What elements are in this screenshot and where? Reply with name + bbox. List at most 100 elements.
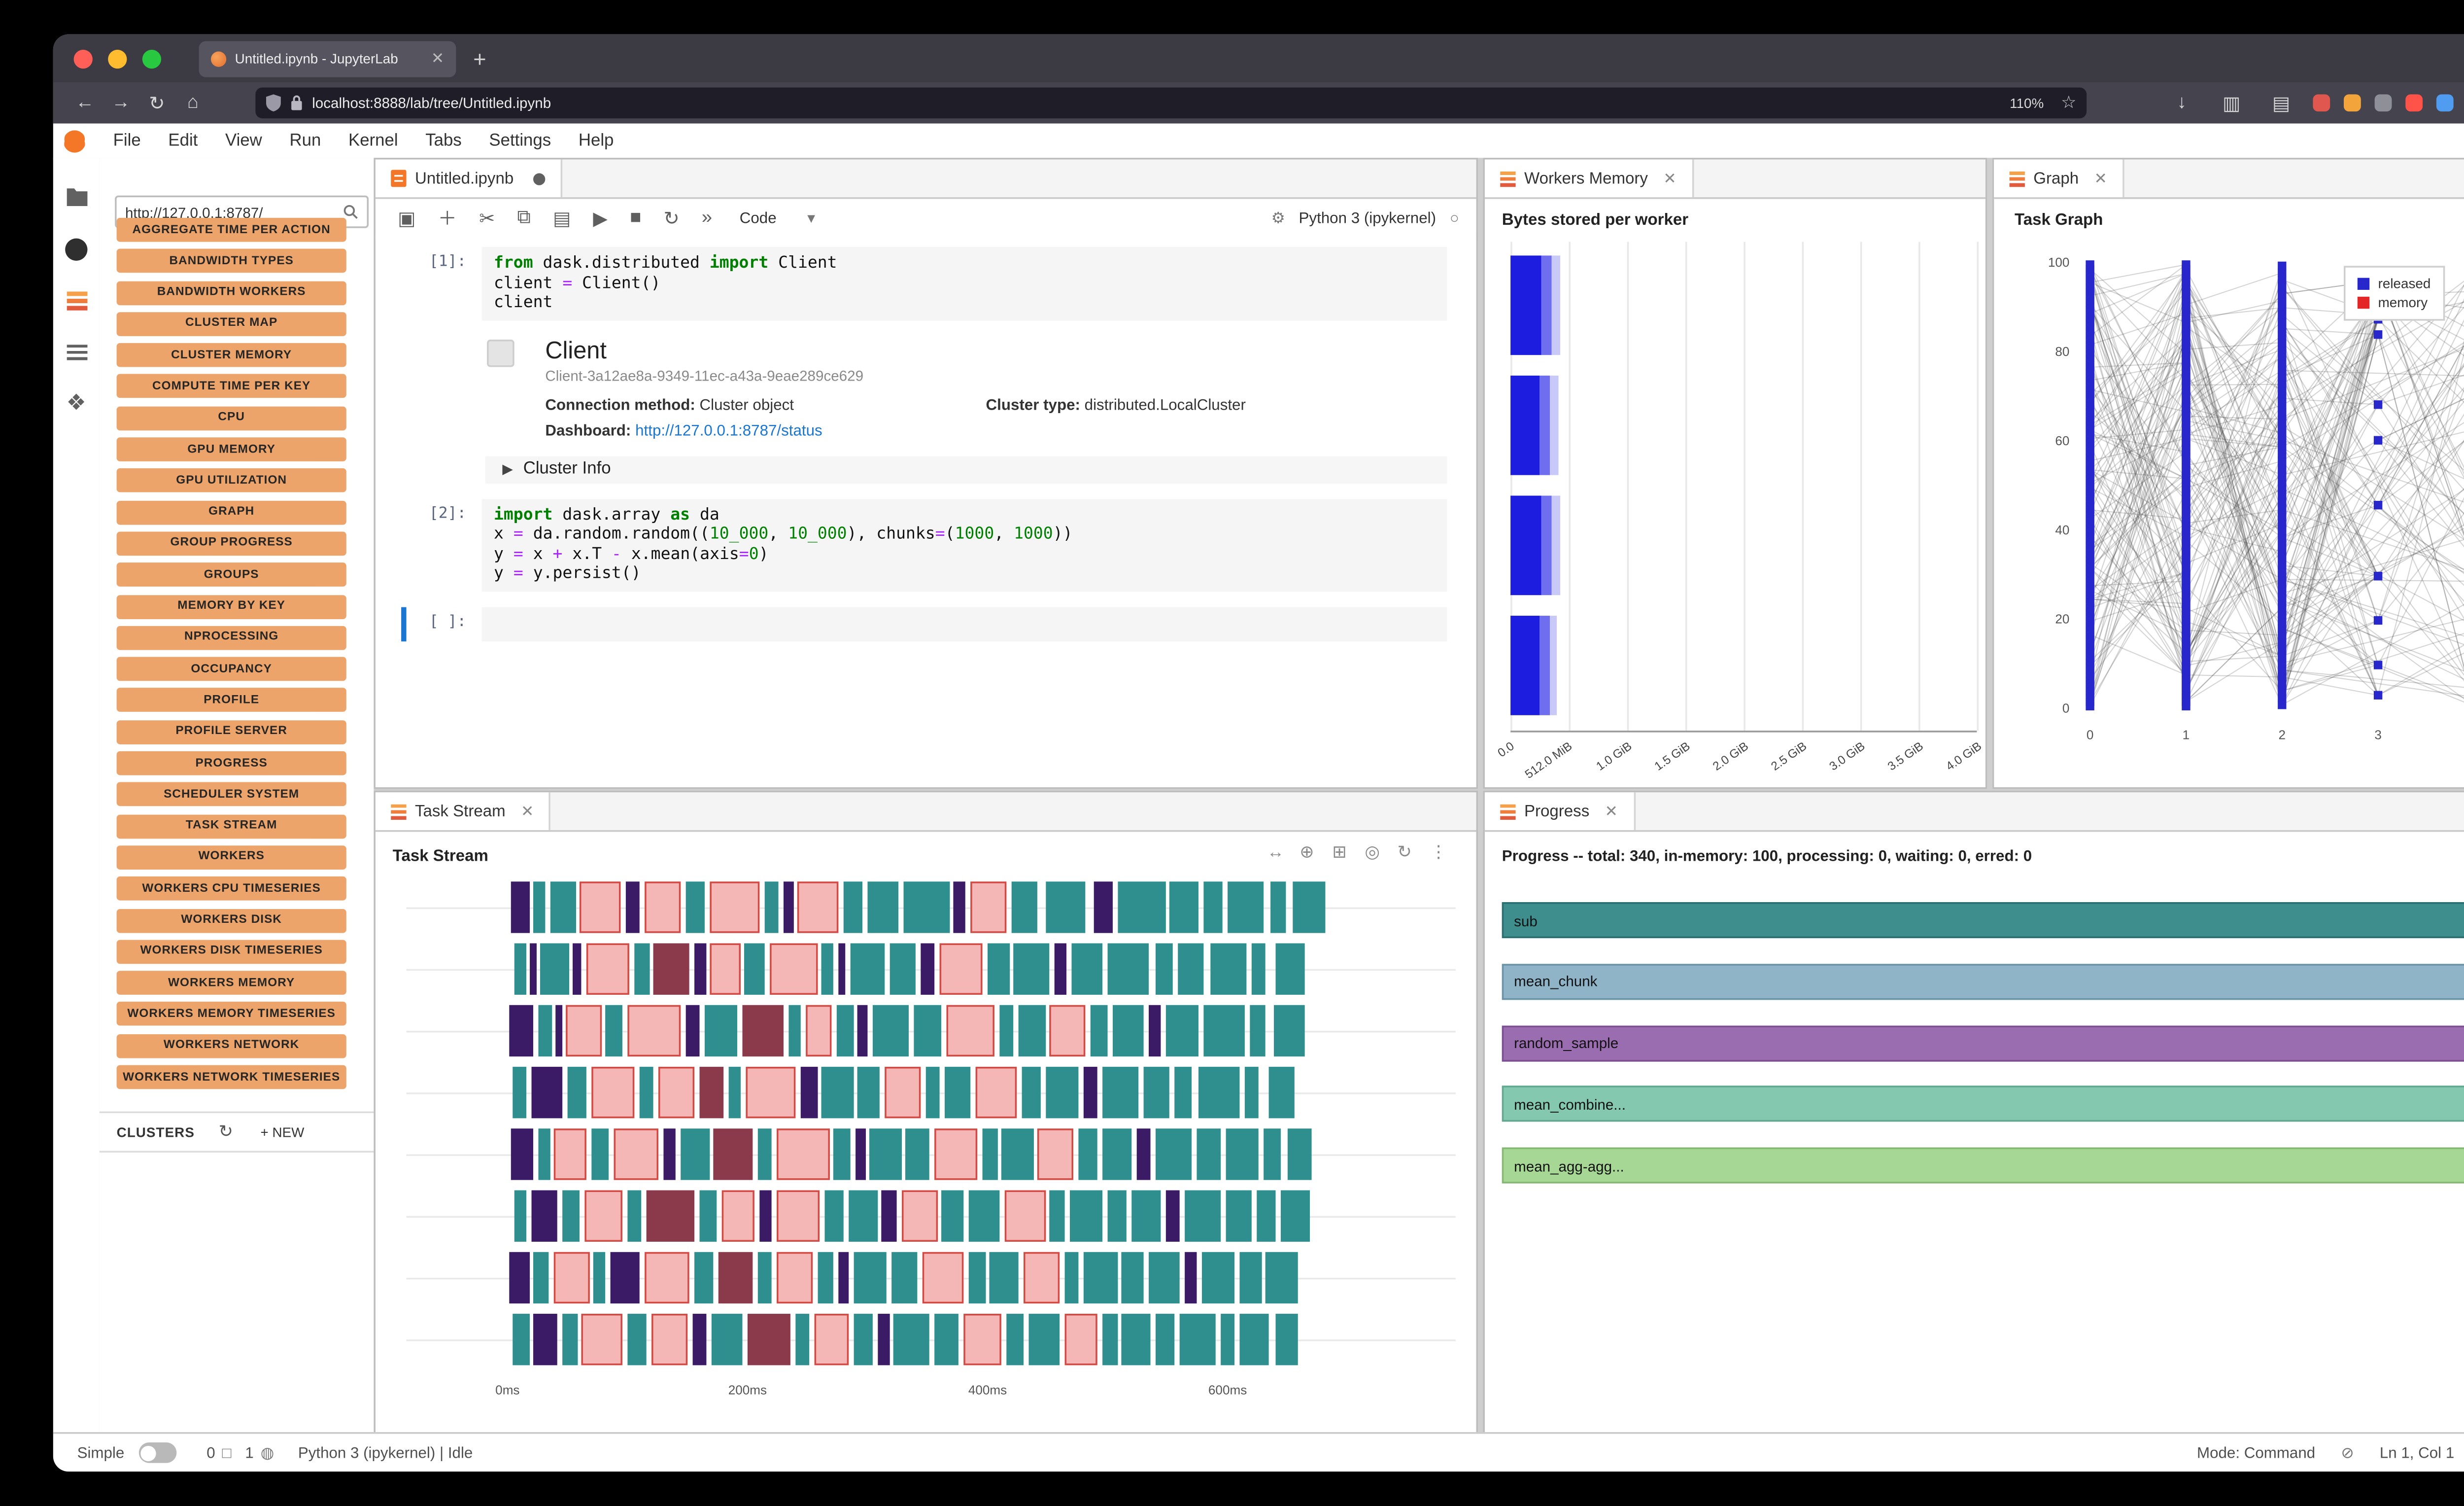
paste-icon[interactable]: ▤ <box>552 208 571 229</box>
kernel-name[interactable]: Python 3 (ipykernel) <box>1299 209 1437 227</box>
tab-task-stream[interactable]: Task Stream ✕ <box>375 792 551 830</box>
gear-icon[interactable]: ⚙ <box>1271 208 1285 226</box>
menu-edit[interactable]: Edit <box>168 131 198 150</box>
close-icon[interactable]: ✕ <box>1663 169 1677 186</box>
refresh-clusters-icon[interactable]: ↻ <box>218 1122 233 1142</box>
dask-dashboard-button[interactable]: OCCUPANCY <box>116 657 346 681</box>
dask-dashboard-button[interactable]: WORKERS CPU TIMESERIES <box>116 876 346 901</box>
dask-dashboard-button[interactable]: CPU <box>116 406 346 430</box>
dask-dashboard-button[interactable]: COMPUTE TIME PER KEY <box>116 375 346 399</box>
wheel-tool-icon[interactable]: ◎ <box>1365 843 1380 863</box>
dask-dashboard-button[interactable]: MEMORY BY KEY <box>116 594 346 619</box>
close-tab-icon[interactable]: ✕ <box>431 49 445 66</box>
box-zoom-tool-icon[interactable]: ⊞ <box>1332 843 1347 863</box>
library-icon[interactable]: ▥ <box>2223 93 2241 114</box>
dask-dashboard-button[interactable]: WORKERS MEMORY TIMESERIES <box>116 1002 346 1027</box>
file-browser-icon[interactable] <box>53 172 100 223</box>
dask-dashboard-button[interactable]: SCHEDULER SYSTEM <box>116 782 346 807</box>
close-icon[interactable]: ✕ <box>520 802 534 819</box>
cluster-info-toggle[interactable]: ▶ Cluster Info <box>485 455 1447 483</box>
dask-dashboard-button[interactable]: WORKERS DISK TIMESERIES <box>116 939 346 964</box>
run-all-icon[interactable]: » <box>701 207 713 228</box>
menu-help[interactable]: Help <box>578 131 614 150</box>
close-icon[interactable]: ✕ <box>1605 802 1618 819</box>
extension-manager-icon[interactable]: ❖ <box>66 389 87 415</box>
sidebars-icon[interactable]: ▤ <box>2272 93 2291 114</box>
simple-mode-toggle[interactable] <box>138 1442 176 1463</box>
cell-code-editor[interactable]: from dask.distributed import Client clien… <box>481 247 1447 320</box>
menu-run[interactable]: Run <box>289 131 321 150</box>
menu-settings[interactable]: Settings <box>489 131 551 150</box>
dashboard-link[interactable]: http://127.0.0.1:8787/status <box>635 421 822 438</box>
extension-icon[interactable] <box>2374 94 2392 112</box>
unsaved-changes-icon[interactable] <box>532 172 545 185</box>
back-icon[interactable]: ← <box>75 92 95 113</box>
dask-dashboard-button[interactable]: WORKERS MEMORY <box>116 971 346 995</box>
dask-dashboard-button[interactable]: WORKERS NETWORK <box>116 1033 346 1058</box>
url-bar[interactable]: localhost:8888/lab/tree/Untitled.ipynb 1… <box>255 87 2087 119</box>
dask-dashboard-button[interactable]: GPU UTILIZATION <box>116 469 346 493</box>
menu-tool-icon[interactable]: ⋮ <box>1430 843 1447 863</box>
notification-icon[interactable]: ⊘ <box>2341 1443 2354 1461</box>
dask-dashboard-button[interactable]: GROUPS <box>116 563 346 587</box>
menu-view[interactable]: View <box>225 131 262 150</box>
close-icon[interactable]: ✕ <box>2094 169 2107 186</box>
menu-file[interactable]: File <box>113 131 141 150</box>
dask-dashboard-button[interactable]: GROUP PROGRESS <box>116 531 346 556</box>
dask-panel-icon[interactable] <box>53 275 100 326</box>
new-tab-button[interactable]: + <box>473 45 486 71</box>
zoom-tool-icon[interactable]: ⊕ <box>1300 843 1314 863</box>
cursor-position[interactable]: Ln 1, Col 1 <box>2379 1444 2455 1462</box>
lock-icon[interactable] <box>290 94 304 111</box>
shield-icon[interactable] <box>266 94 281 112</box>
reload-icon[interactable]: ↻ <box>149 93 165 114</box>
restart-kernel-icon[interactable]: ↻ <box>663 208 680 229</box>
dask-dashboard-button[interactable]: AGGREGATE TIME PER ACTION <box>116 217 346 242</box>
dask-dashboard-button[interactable]: GRAPH <box>116 500 346 525</box>
copy-icon[interactable]: ⧉ <box>517 207 531 227</box>
kernel-status-text[interactable]: Python 3 (ipykernel) | Idle <box>298 1444 473 1462</box>
dask-url-input[interactable] <box>125 203 343 221</box>
maximize-window-button[interactable] <box>142 49 162 68</box>
tab-workers-memory[interactable]: Workers Memory ✕ <box>1484 159 1694 198</box>
tab-progress[interactable]: Progress ✕ <box>1484 792 1635 830</box>
extension-icon[interactable] <box>2436 94 2454 112</box>
downloads-icon[interactable]: ↓ <box>2177 92 2187 113</box>
browser-tab[interactable]: Untitled.ipynb - JupyterLab ✕ <box>199 40 456 76</box>
table-of-contents-icon[interactable] <box>53 326 100 377</box>
kernels-count[interactable]: 1 <box>245 1444 254 1462</box>
reset-tool-icon[interactable]: ↻ <box>1397 843 1412 863</box>
dask-dashboard-button[interactable]: BANDWIDTH WORKERS <box>116 280 346 305</box>
tab-notebook[interactable]: Untitled.ipynb <box>375 159 562 198</box>
extension-icon[interactable] <box>2313 94 2330 112</box>
close-window-button[interactable] <box>73 49 93 68</box>
cell-code-editor[interactable] <box>481 606 1447 641</box>
dask-dashboard-button[interactable]: PROFILE <box>116 688 346 713</box>
code-cell-1[interactable]: [1]: from dask.distributed import Client… <box>376 247 1476 320</box>
minimize-window-button[interactable] <box>108 49 127 68</box>
zoom-indicator[interactable]: 110% <box>2010 95 2044 111</box>
save-icon[interactable]: ▣ <box>398 208 416 229</box>
dask-dashboard-button[interactable]: CLUSTER MAP <box>116 312 346 336</box>
menu-kernel[interactable]: Kernel <box>348 131 398 150</box>
dask-dashboard-button[interactable]: PROFILE SERVER <box>116 720 346 744</box>
dask-dashboard-button[interactable]: WORKERS NETWORK TIMESERIES <box>116 1065 346 1089</box>
code-cell-3-active[interactable]: [ ]: <box>376 606 1476 641</box>
bookmark-star-icon[interactable]: ☆ <box>2061 93 2077 112</box>
cut-icon[interactable]: ✂ <box>479 208 495 229</box>
forward-icon[interactable]: → <box>111 92 131 113</box>
dask-dashboard-button[interactable]: NPROCESSING <box>116 626 346 650</box>
command-mode-indicator[interactable]: Mode: Command <box>2197 1444 2316 1462</box>
dask-dashboard-button[interactable]: TASK STREAM <box>116 814 346 839</box>
output-collapser[interactable] <box>487 339 514 366</box>
cell-type-dropdown[interactable]: Code ▾ <box>740 209 815 227</box>
dask-dashboard-button[interactable]: CLUSTER MEMORY <box>116 343 346 368</box>
add-cell-icon[interactable]: ＋ <box>438 209 457 230</box>
new-cluster-button[interactable]: + NEW <box>260 1124 305 1140</box>
extension-icon[interactable] <box>2405 94 2423 112</box>
menu-tabs[interactable]: Tabs <box>425 131 462 150</box>
dask-dashboard-button[interactable]: BANDWIDTH TYPES <box>116 249 346 274</box>
home-icon[interactable]: ⌂ <box>187 92 199 113</box>
cell-code-editor[interactable]: import dask.array as da x = da.random.ran… <box>481 498 1447 591</box>
run-icon[interactable]: ▶ <box>593 208 608 229</box>
